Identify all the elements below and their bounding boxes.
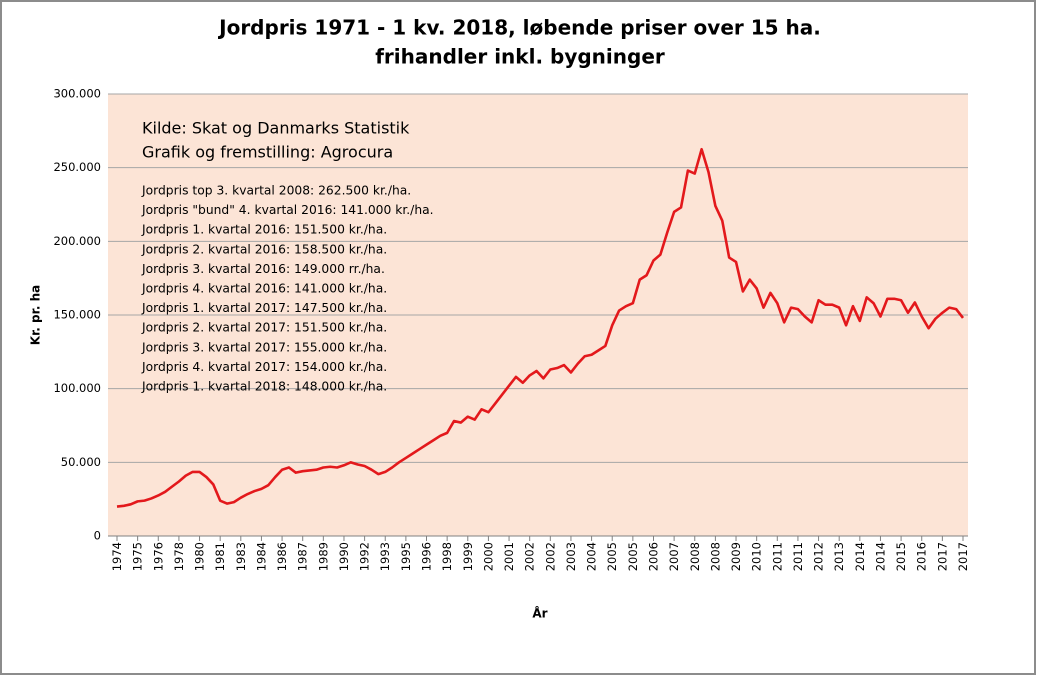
annotation: Jordpris 2. kvartal 2017: 151.500 kr./ha…: [141, 321, 387, 335]
x-tick-label: 2011: [791, 542, 805, 571]
source-note: Grafik og fremstilling: Agrocura: [142, 143, 393, 162]
x-tick-label: 1974: [110, 542, 124, 571]
x-tick-label: 2000: [481, 542, 495, 571]
x-tick-label: 2003: [564, 542, 578, 571]
x-tick-label: 1993: [378, 542, 392, 571]
x-tick-label: 2014: [853, 542, 867, 571]
x-tick-label: 2005: [626, 542, 640, 571]
x-tick-label: 1984: [254, 542, 268, 571]
x-tick-label: 1975: [131, 542, 145, 571]
annotation: Jordpris 4. kvartal 2016: 141.000 kr./ha…: [141, 282, 387, 296]
x-tick-label: 1992: [358, 542, 372, 571]
x-tick-label: 2010: [750, 542, 764, 571]
x-tick-label: 1996: [420, 542, 434, 571]
annotation: Jordpris 2. kvartal 2016: 158.500 kr./ha…: [141, 242, 387, 256]
x-tick-label: 2002: [523, 542, 537, 571]
annotation: Jordpris 3. kvartal 2017: 155.000 kr./ha…: [141, 340, 387, 354]
x-tick-label: 2011: [770, 542, 784, 571]
x-tick-label: 2008: [708, 542, 722, 571]
x-tick-label: 1990: [337, 542, 351, 571]
y-tick-label: 250.000: [53, 160, 101, 174]
x-tick-label: 1998: [440, 542, 454, 571]
y-tick-label: 300.000: [53, 87, 101, 101]
x-axis-title: År: [532, 606, 547, 621]
chart-title: Jordpris 1971 - 1 kv. 2018, løbende pris…: [217, 16, 821, 40]
x-tick-label: 1981: [213, 542, 227, 571]
x-tick-label: 2012: [812, 542, 826, 571]
x-tick-label: 1986: [275, 542, 289, 571]
x-tick-label: 2001: [502, 542, 516, 571]
y-tick-label: 50.000: [61, 455, 101, 469]
x-tick-label: 2016: [915, 542, 929, 571]
x-tick-label: 1978: [172, 542, 186, 571]
annotation: Jordpris 1. kvartal 2018: 148.000 kr./ha…: [141, 380, 387, 394]
y-axis-title: Kr. pr. ha: [29, 285, 43, 345]
annotation: Jordpris top 3. kvartal 2008: 262.500 kr…: [141, 184, 411, 198]
x-tick-label: 2009: [729, 542, 743, 571]
x-tick-label: 2017: [935, 542, 949, 571]
annotation: Jordpris 4. kvartal 2017: 154.000 kr./ha…: [141, 360, 387, 374]
x-tick-label: 1980: [193, 542, 207, 571]
source-note: Kilde: Skat og Danmarks Statistik: [142, 119, 410, 138]
x-tick-label: 1999: [461, 542, 475, 571]
annotation: Jordpris 1. kvartal 2016: 151.500 kr./ha…: [141, 223, 387, 237]
price-line: [116, 147, 965, 508]
x-tick-label: 2004: [585, 542, 599, 571]
x-tick-label: 1987: [296, 542, 310, 571]
annotation: Jordpris 1. kvartal 2017: 147.500 kr./ha…: [141, 301, 387, 315]
x-tick-label: 2005: [605, 542, 619, 571]
x-tick-label: 2007: [667, 542, 681, 571]
x-tick-label: 2015: [894, 542, 908, 571]
x-tick-label: 2002: [543, 542, 557, 571]
y-tick-label: 0: [94, 529, 101, 543]
y-tick-label: 100.000: [53, 381, 101, 395]
x-tick-label: 2017: [956, 542, 970, 571]
y-tick-label: 150.000: [53, 308, 101, 322]
annotation: Jordpris "bund" 4. kvartal 2016: 141.000…: [141, 203, 434, 217]
x-tick-label: 1995: [399, 542, 413, 571]
x-tick-label: 2008: [688, 542, 702, 571]
y-tick-label: 200.000: [53, 234, 101, 248]
chart-subtitle: frihandler inkl. bygninger: [375, 45, 665, 69]
x-tick-label: 1976: [151, 542, 165, 571]
x-tick-label: 2013: [832, 542, 846, 571]
x-tick-label: 2006: [646, 542, 660, 571]
annotation: Jordpris 3. kvartal 2016: 149.000 rr./ha…: [141, 262, 385, 276]
x-tick-label: 1983: [234, 542, 248, 571]
x-tick-label: 2014: [873, 542, 887, 571]
x-tick-label: 1989: [316, 542, 330, 571]
